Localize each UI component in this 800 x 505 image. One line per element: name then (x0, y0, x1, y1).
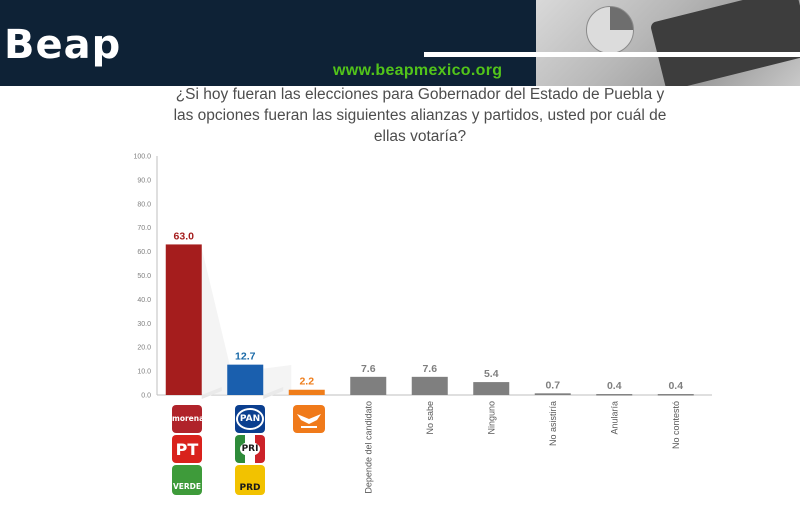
bar-shadow (201, 248, 230, 395)
data-label: 0.4 (607, 380, 622, 392)
header-photo (536, 0, 800, 86)
x-tick-label: Depende del candidato (363, 401, 373, 494)
eagle-icon (297, 414, 321, 428)
header-divider (424, 52, 800, 57)
data-label: 5.4 (484, 368, 499, 380)
y-tick-label: 20.0 (137, 345, 151, 352)
data-label: 63.0 (174, 230, 195, 242)
header-banner: Beap www.beapmexico.org (0, 0, 800, 86)
x-tick-label: No asistiría (548, 401, 558, 446)
y-tick-label: 10.0 (137, 369, 151, 376)
data-label: 12.7 (235, 351, 256, 363)
bar (657, 394, 694, 396)
bar (596, 394, 633, 396)
bar (165, 244, 202, 395)
data-label: 2.2 (299, 376, 314, 388)
prd-logo: PRD (235, 465, 265, 495)
data-label: 7.6 (361, 363, 376, 375)
y-tick-label: 90.0 (137, 177, 151, 184)
y-tick-label: 40.0 (137, 297, 151, 304)
verde-logo: VERDE (172, 465, 202, 495)
bar (411, 376, 448, 395)
data-label: 0.4 (668, 380, 683, 392)
data-label: 0.7 (545, 379, 560, 391)
movimiento-ciudadano-logo (293, 405, 325, 433)
y-tick-label: 50.0 (137, 273, 151, 280)
bar (288, 389, 325, 395)
website-url[interactable]: www.beapmexico.org (333, 62, 503, 79)
y-tick-label: 70.0 (137, 225, 151, 232)
bar (534, 393, 571, 395)
bar (350, 376, 387, 395)
morena-logo: morena (172, 405, 202, 433)
pt-logo: PT (172, 435, 202, 463)
bar (227, 364, 264, 395)
x-tick-label: No contestó (671, 401, 681, 449)
chart-title: ¿Si hoy fueran las elecciones para Gober… (173, 86, 667, 145)
x-tick-label: Ninguno (486, 401, 496, 435)
data-label: 7.6 (422, 363, 437, 375)
y-tick-label: 80.0 (137, 201, 151, 208)
bar-shadow (263, 365, 292, 395)
y-tick-label: 30.0 (137, 321, 151, 328)
x-tick-label: Anularía (609, 401, 619, 435)
y-tick-label: 100.0 (133, 154, 151, 161)
pan-logo: PAN (235, 405, 265, 433)
x-tick-label: No sabe (425, 401, 435, 435)
y-tick-label: 0.0 (141, 393, 151, 400)
y-tick-label: 60.0 (137, 249, 151, 256)
brand-logo: Beap (4, 22, 122, 68)
pri-logo: PRI (235, 435, 265, 463)
bar (473, 382, 510, 395)
